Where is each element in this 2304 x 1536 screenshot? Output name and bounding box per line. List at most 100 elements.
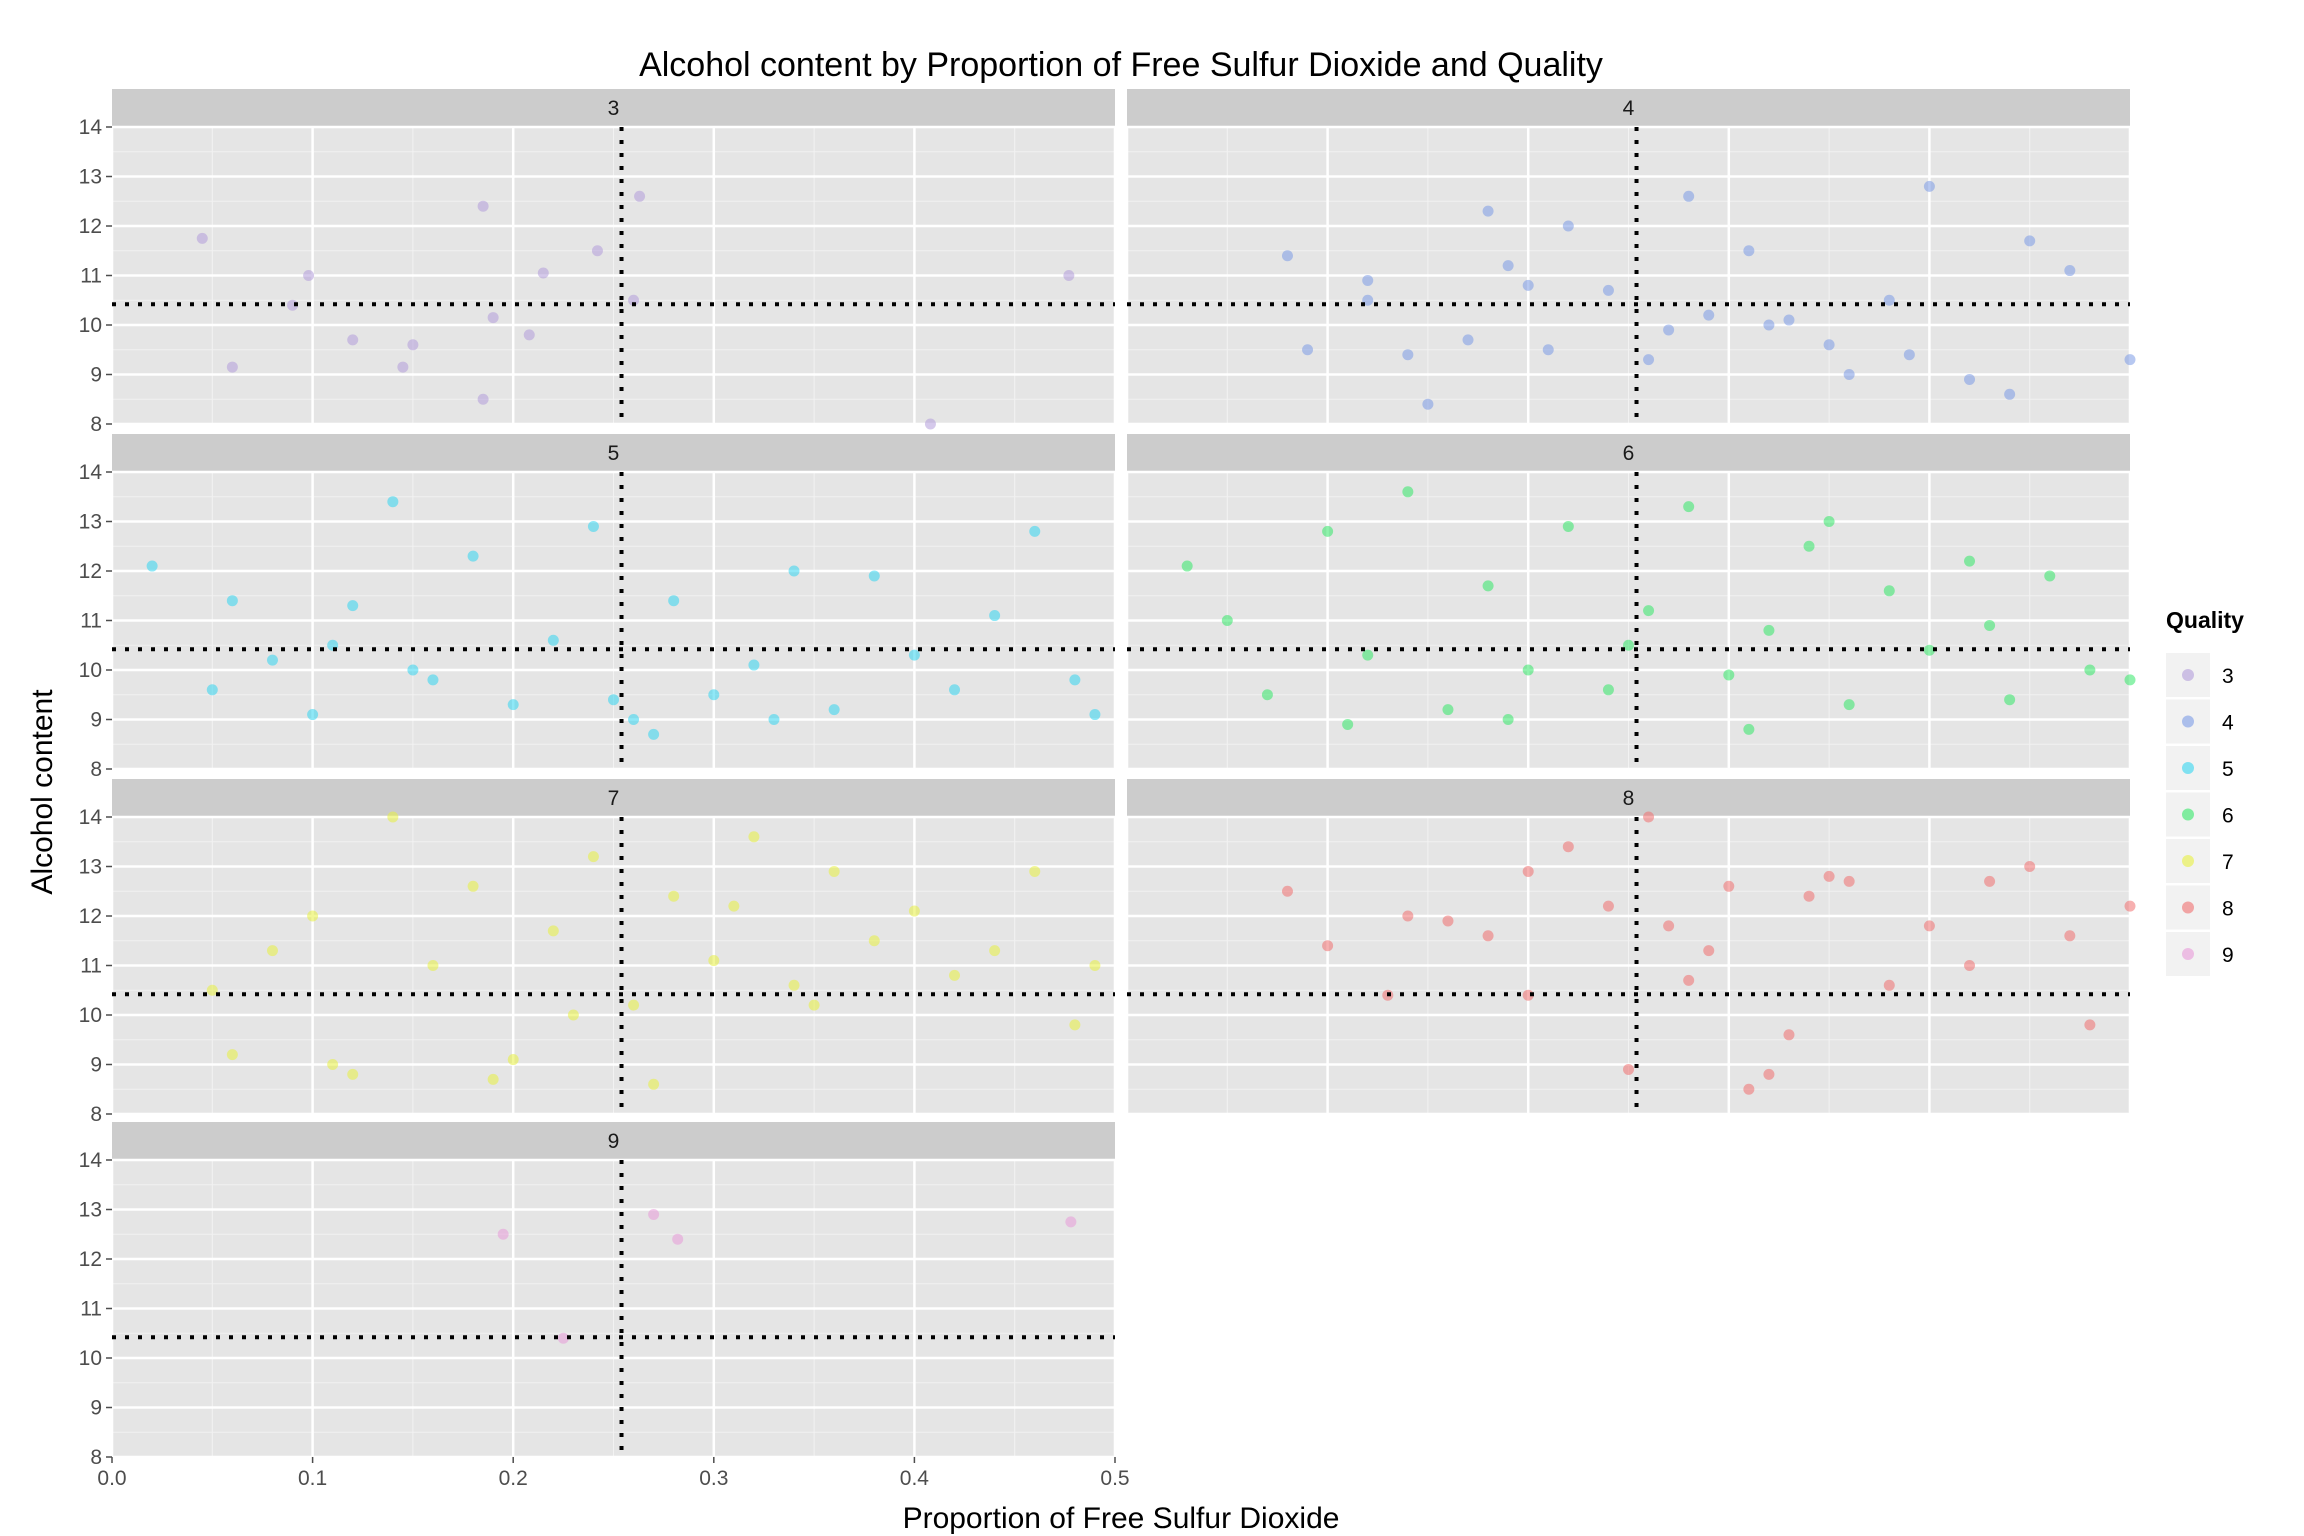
data-point xyxy=(467,550,479,562)
data-point xyxy=(591,245,603,257)
y-tick-label: 9 xyxy=(90,364,102,387)
data-point xyxy=(226,595,238,607)
data-point xyxy=(1602,284,1614,296)
data-point xyxy=(1281,885,1293,897)
facet-strip xyxy=(1127,434,2130,472)
data-point xyxy=(397,361,409,373)
y-tick-label: 12 xyxy=(79,215,102,238)
data-point xyxy=(1089,960,1101,971)
data-point xyxy=(1422,398,1434,410)
legend-swatch xyxy=(2182,762,2194,774)
data-point xyxy=(1683,501,1695,513)
data-point xyxy=(748,831,760,843)
legend-label: 9 xyxy=(2222,944,2234,967)
data-point xyxy=(2124,900,2136,912)
legend-entry-3: 3 xyxy=(2166,653,2234,697)
data-point xyxy=(547,925,559,937)
facet-panel-5: 5 8 9 10 11 12 13 14 xyxy=(79,434,1117,781)
facet-strip xyxy=(112,779,1115,817)
y-tick-label: 10 xyxy=(79,1004,102,1027)
data-point xyxy=(1402,486,1414,498)
data-point xyxy=(708,955,720,967)
data-point xyxy=(1069,1019,1081,1031)
facet-panel-8: 8 xyxy=(1125,779,2136,1116)
data-point xyxy=(1322,525,1334,537)
y-tick-label: 13 xyxy=(79,1199,102,1222)
data-point xyxy=(547,634,559,646)
y-tick-label: 11 xyxy=(80,1298,102,1321)
data-point xyxy=(1743,245,1755,257)
y-tick-label: 12 xyxy=(79,560,102,583)
data-point xyxy=(1823,870,1835,882)
data-point xyxy=(1823,339,1835,351)
y-tick-label: 14 xyxy=(79,1149,103,1172)
data-point xyxy=(668,890,680,902)
data-point xyxy=(1723,880,1735,892)
data-point xyxy=(989,610,1001,622)
data-point xyxy=(1065,1216,1077,1228)
data-point xyxy=(1783,314,1795,326)
data-point xyxy=(1522,664,1534,676)
legend-entry-7: 7 xyxy=(2166,839,2234,883)
facet-panels: 3 8 9 10 11 12 13 14 4 5 8 9 10 11 12 13 14 6 7 8 9 10 11 12 13 1… xyxy=(79,89,2136,1490)
data-point xyxy=(924,418,936,430)
chart-title: Alcohol content by Proportion of Free Su… xyxy=(639,46,1603,84)
data-point xyxy=(1063,270,1075,281)
data-point xyxy=(557,1332,569,1344)
data-point xyxy=(1562,520,1574,532)
data-point xyxy=(868,935,880,947)
legend-swatch xyxy=(2182,901,2194,914)
facet-strip xyxy=(112,1122,1115,1160)
data-point xyxy=(1181,560,1193,572)
data-point xyxy=(1029,865,1041,877)
y-tick-label: 11 xyxy=(80,610,102,633)
data-point xyxy=(1623,1063,1634,1075)
data-point xyxy=(1843,699,1855,711)
data-point xyxy=(1482,580,1494,592)
x-axis-title: Proportion of Free Sulfur Dioxide xyxy=(903,1502,1340,1535)
data-point xyxy=(868,570,880,582)
facet-panel-7: 7 8 9 10 11 12 13 14 xyxy=(79,779,1117,1126)
facet-strip xyxy=(1127,89,2130,127)
data-point xyxy=(1302,344,1314,356)
data-point xyxy=(1923,920,1935,932)
data-point xyxy=(1823,516,1835,527)
data-point xyxy=(1883,585,1895,597)
data-point xyxy=(628,714,640,725)
data-point xyxy=(768,714,780,725)
data-point xyxy=(1342,718,1354,730)
data-point xyxy=(266,945,278,957)
data-point xyxy=(1522,865,1534,877)
x-tick-label: 0.4 xyxy=(900,1467,930,1490)
data-point xyxy=(1442,915,1454,927)
data-point xyxy=(1362,274,1374,286)
facet-strip-label: 8 xyxy=(1623,787,1635,810)
data-point xyxy=(1602,684,1614,696)
data-point xyxy=(949,969,961,981)
data-point xyxy=(587,520,599,532)
legend-label: 8 xyxy=(2222,898,2234,921)
data-point xyxy=(1089,709,1101,721)
data-point xyxy=(648,1078,660,1090)
legend-swatch xyxy=(2182,715,2194,728)
data-point xyxy=(307,910,319,922)
data-point xyxy=(648,1208,660,1220)
legend-entry-4: 4 xyxy=(2166,699,2234,744)
data-point xyxy=(387,811,399,823)
y-axis-title: Alcohol content xyxy=(26,689,59,895)
data-point xyxy=(1482,205,1494,217)
data-point xyxy=(1964,373,1976,385)
facet-strip-label: 6 xyxy=(1623,442,1635,465)
y-tick-label: 13 xyxy=(79,856,102,879)
data-point xyxy=(628,294,640,306)
data-point xyxy=(1923,180,1935,192)
data-point xyxy=(1743,1083,1755,1095)
data-point xyxy=(2024,235,2036,247)
data-point xyxy=(1623,639,1634,651)
data-point xyxy=(1763,624,1775,636)
y-tick-label: 14 xyxy=(79,461,103,484)
data-point xyxy=(507,699,519,711)
data-point xyxy=(1402,910,1414,922)
data-point xyxy=(1542,344,1554,356)
